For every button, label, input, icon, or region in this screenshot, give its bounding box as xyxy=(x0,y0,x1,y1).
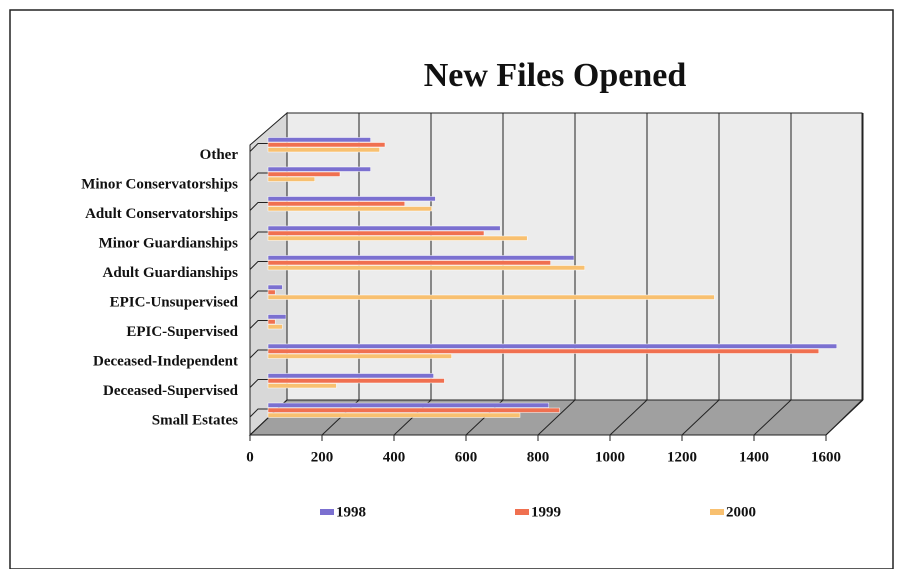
y-tick-label: Deceased-Supervised xyxy=(103,383,239,399)
bar xyxy=(267,353,452,359)
bar xyxy=(267,324,283,330)
bar xyxy=(267,402,550,408)
bar xyxy=(267,142,386,148)
y-tick-label: EPIC-Unsupervised xyxy=(110,294,239,310)
bar xyxy=(267,230,485,236)
floor-line xyxy=(681,399,720,436)
legend-swatch xyxy=(515,509,529,515)
bar xyxy=(267,373,434,379)
floor-line xyxy=(609,399,648,436)
bar xyxy=(267,166,371,172)
bar xyxy=(267,235,528,241)
bar xyxy=(267,137,371,143)
x-tick-label: 1600 xyxy=(811,449,841,465)
bar xyxy=(267,265,586,271)
x-tick-label: 1200 xyxy=(667,449,697,465)
y-tick-label: Other xyxy=(200,147,239,163)
bar xyxy=(267,294,715,300)
y-tick-label: Minor Conservatorships xyxy=(81,176,238,192)
x-tick-label: 400 xyxy=(383,449,406,465)
floor-line xyxy=(753,399,792,436)
floor-line xyxy=(825,399,864,436)
row-edge xyxy=(249,202,268,211)
bar xyxy=(267,378,445,384)
floor-line xyxy=(537,399,576,436)
legend-swatch xyxy=(710,509,724,515)
x-tick-label: 600 xyxy=(455,449,478,465)
row-edge xyxy=(249,349,268,359)
legend-label: 2000 xyxy=(726,504,756,520)
bar xyxy=(267,201,406,207)
y-tick-label: Adult Conservatorships xyxy=(85,206,238,222)
row-edge xyxy=(249,172,268,182)
legend-label: 1998 xyxy=(336,504,366,520)
y-tick-label: EPIC-Supervised xyxy=(126,324,238,340)
y-tick-label: Minor Guardianships xyxy=(99,235,239,251)
x-tick-label: 200 xyxy=(311,449,334,465)
x-tick-label: 0 xyxy=(246,449,254,465)
chart-title: New Files Opened xyxy=(424,57,687,94)
bar xyxy=(267,314,287,320)
x-tick-label: 1000 xyxy=(595,449,625,465)
bar xyxy=(267,255,575,261)
bar xyxy=(267,407,560,413)
bar xyxy=(267,348,820,354)
row-edge xyxy=(249,290,268,300)
y-tick-label: Small Estates xyxy=(152,412,238,428)
y-tick-label: Adult Guardianships xyxy=(103,265,239,281)
bar xyxy=(267,147,380,153)
bar xyxy=(267,225,501,231)
bar xyxy=(267,171,341,177)
bar xyxy=(267,319,276,325)
row-edge xyxy=(249,320,268,329)
x-tick-label: 800 xyxy=(527,449,550,465)
bar xyxy=(267,196,436,202)
bar xyxy=(267,383,337,389)
x-tick-label: 1400 xyxy=(739,449,769,465)
row-edge xyxy=(249,379,268,388)
row-edge xyxy=(249,231,268,241)
row-edge xyxy=(249,408,268,418)
bar xyxy=(267,284,283,290)
row-edge xyxy=(249,143,268,152)
bar xyxy=(267,289,276,295)
bar xyxy=(267,260,551,266)
y-tick-label: Deceased-Independent xyxy=(93,353,238,369)
bar xyxy=(267,412,521,418)
bar xyxy=(267,206,433,212)
legend-swatch xyxy=(320,509,334,515)
legend-label: 1999 xyxy=(531,504,561,520)
bar xyxy=(267,343,838,349)
bar xyxy=(267,176,316,182)
row-edge xyxy=(249,261,268,270)
